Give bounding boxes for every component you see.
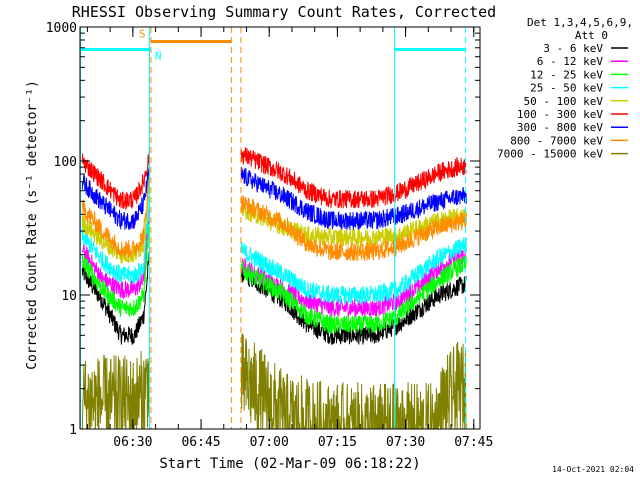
- x-tick-label: 06:45: [181, 435, 220, 450]
- status-label-N: N: [155, 49, 162, 62]
- plot-area: SN 1 10 100 1000 06:30 06:45 07:00 07:15 07:30 07:…: [46, 21, 494, 450]
- legend-header: Det 1,3,4,5,6,9,: [527, 16, 633, 29]
- series-line-5: [81, 147, 467, 210]
- legend-label: 12 - 25 keV: [530, 68, 603, 81]
- x-tick-label: 06:30: [113, 435, 152, 450]
- y-tick-label: 100: [54, 155, 77, 170]
- y-tick-label: 10: [61, 289, 77, 304]
- legend-label: 7000 - 15000 keV: [497, 148, 603, 161]
- chart-title: RHESSI Observing Summary Count Rates, Co…: [72, 3, 496, 21]
- x-tick-label: 07:00: [250, 435, 289, 450]
- legend-label: 3 - 6 keV: [543, 42, 603, 55]
- y-tick-label: 1000: [46, 21, 77, 36]
- y-tick-label: 1: [69, 423, 77, 438]
- x-tick-label: 07:15: [318, 435, 357, 450]
- x-tick-label: 07:30: [386, 435, 425, 450]
- legend-header: Att 0: [575, 29, 608, 42]
- series-line-6: [81, 163, 467, 230]
- legend-label: 25 - 50 keV: [530, 82, 603, 95]
- x-tick-label: 07:45: [454, 435, 493, 450]
- legend-label: 800 - 7000 keV: [510, 134, 603, 147]
- plot-frame: [79, 26, 481, 430]
- date-stamp: 14-Oct-2021 02:04: [552, 465, 634, 474]
- y-axis-label: Corrected Count Rate (s⁻¹ detector⁻¹): [25, 80, 40, 370]
- x-axis-label: Start Time (02-Mar-09 06:18:22): [159, 456, 420, 472]
- legend-label: 50 - 100 keV: [524, 95, 604, 108]
- legend-label: 6 - 12 keV: [537, 55, 604, 68]
- series-line-3: [81, 195, 467, 305]
- status-label-S: S: [139, 27, 146, 40]
- legend-label: 100 - 300 keV: [517, 108, 603, 121]
- series-line-7: [81, 175, 467, 261]
- legend-label: 300 - 800 keV: [517, 121, 603, 134]
- series-line-2: [81, 217, 467, 335]
